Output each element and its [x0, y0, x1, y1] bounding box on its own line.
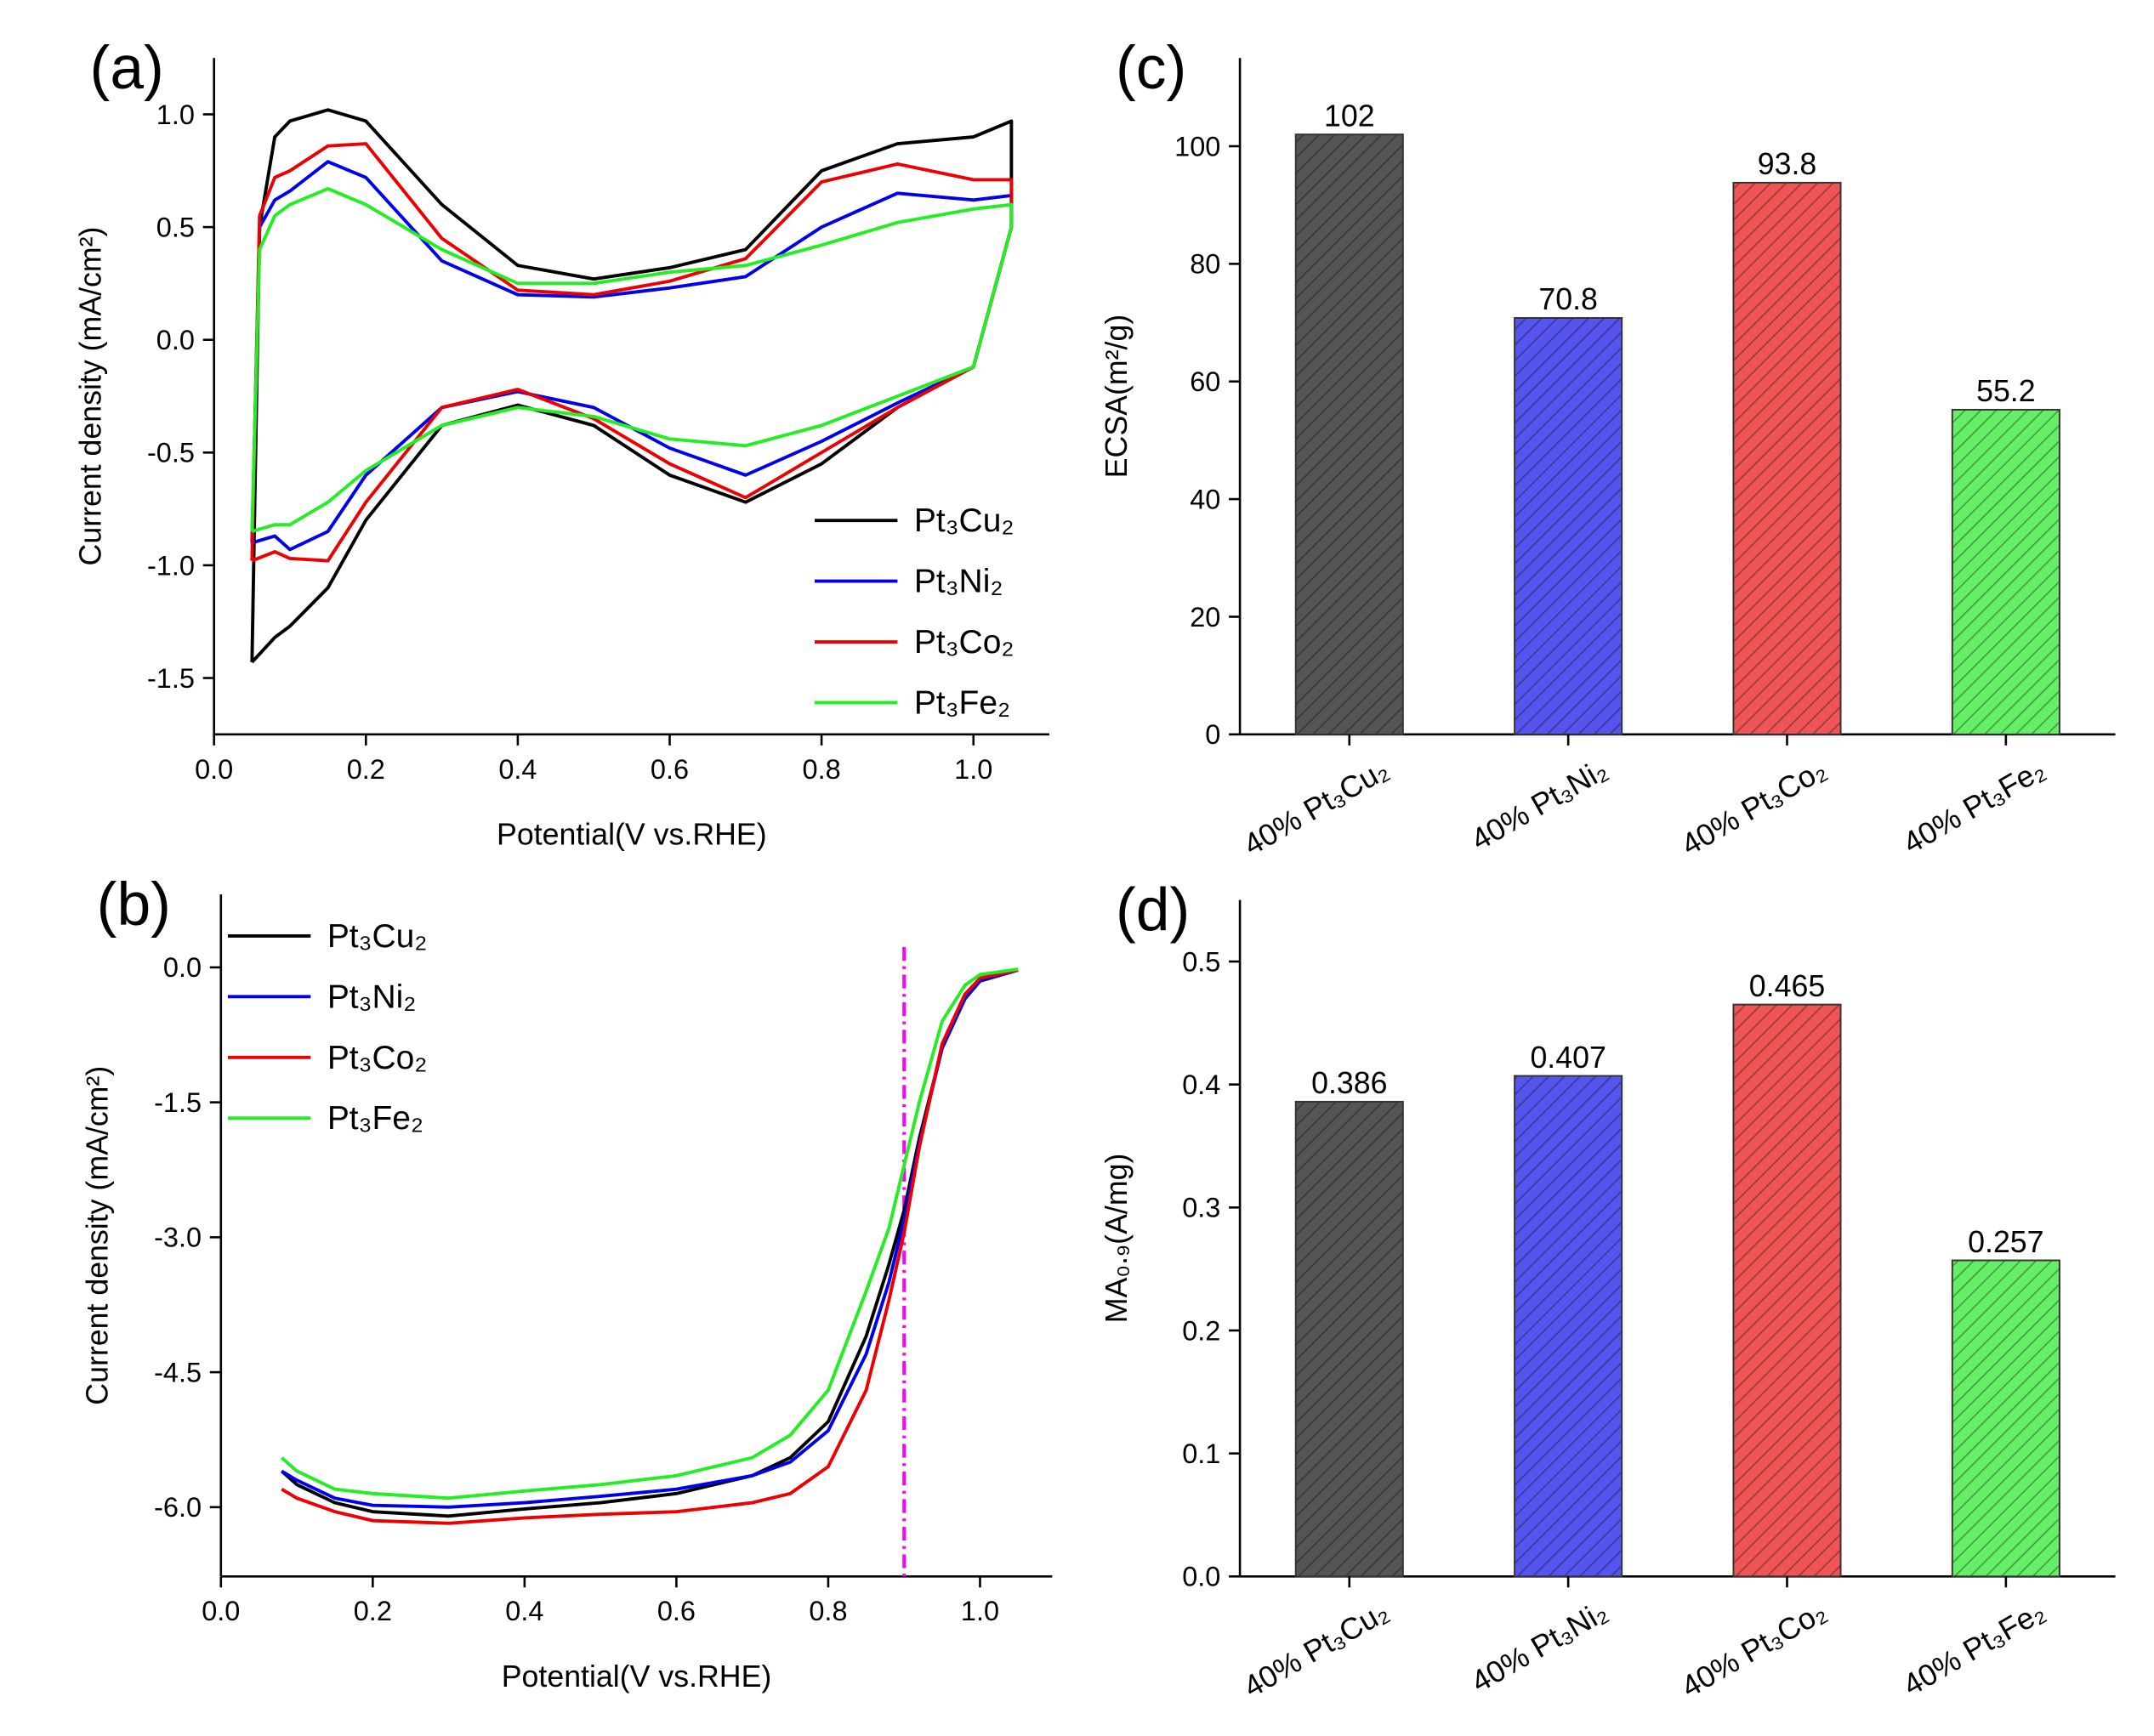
y-tick-label: -1.5	[147, 663, 195, 694]
value-label: 0.465	[1749, 969, 1825, 1003]
panel-label: (b)	[97, 871, 171, 939]
legend-label: Pt₃Ni₂	[914, 564, 1003, 600]
y-tick-label: -3.0	[154, 1223, 202, 1253]
legend-label: Pt₃Cu₂	[327, 918, 428, 955]
x-tick-label: 0.6	[657, 1596, 696, 1626]
x-tick-label: 40% Pt₃Ni₂	[1465, 752, 1613, 857]
x-axis-label: Potential(V vs.RHE)	[502, 1659, 772, 1693]
x-tick-label: 40% Pt₃Co₂	[1675, 1594, 1832, 1704]
y-tick-label: 0.0	[156, 325, 195, 355]
legend-label: Pt₃Co₂	[327, 1040, 428, 1076]
y-tick-label: 0.5	[1182, 946, 1220, 977]
bar	[1951, 408, 2060, 735]
y-axis-label: MA₀.₉(A/mg)	[1100, 1154, 1134, 1324]
x-tick-label: 0.8	[803, 754, 841, 785]
value-label: 93.8	[1758, 147, 1817, 181]
x-tick-label: 0.6	[651, 754, 689, 785]
bar	[1732, 181, 1842, 735]
y-tick-label: -6.0	[154, 1492, 202, 1523]
x-tick-label: 40% Pt₃Ni₂	[1465, 1594, 1613, 1699]
x-tick-label: 0.4	[505, 1596, 543, 1626]
y-tick-label: 0.0	[1182, 1562, 1220, 1592]
data-line	[250, 160, 1014, 552]
x-tick-label: 40% Pt₃Co₂	[1675, 752, 1832, 862]
x-tick-label: 0.2	[347, 754, 385, 785]
legend-label: Pt₃Fe₂	[327, 1100, 423, 1137]
legend-label: Pt₃Cu₂	[914, 502, 1014, 539]
y-tick-label: -1.5	[154, 1087, 202, 1118]
value-label: 70.8	[1538, 282, 1598, 316]
x-tick-label: 40% Pt₃Cu₂	[1238, 1594, 1395, 1704]
y-tick-label: -4.5	[154, 1357, 202, 1387]
x-tick-label: 0.0	[202, 1596, 240, 1626]
y-tick-label: 0.5	[156, 212, 195, 242]
y-tick-label: -1.0	[147, 550, 195, 581]
y-tick-label: 0.0	[163, 952, 202, 983]
value-label: 0.386	[1311, 1066, 1387, 1100]
panel-label: (a)	[90, 34, 164, 102]
data-line	[250, 108, 1014, 664]
x-tick-label: 1.0	[961, 1596, 999, 1626]
y-tick-label: 60	[1190, 366, 1220, 397]
panel-label: (c)	[1116, 34, 1186, 102]
y-tick-label: 0.3	[1182, 1193, 1220, 1223]
value-label: 0.407	[1530, 1041, 1606, 1075]
x-tick-label: 0.4	[498, 754, 537, 785]
x-tick-label: 40% Pt₃Fe₂	[1897, 752, 2050, 860]
x-tick-label: 40% Pt₃Fe₂	[1897, 1594, 2050, 1702]
y-tick-label: 0.1	[1182, 1438, 1220, 1469]
bar	[1294, 1100, 1404, 1578]
x-tick-label: 40% Pt₃Cu₂	[1238, 752, 1395, 862]
bar	[1951, 1259, 2060, 1578]
bar	[1514, 1075, 1623, 1578]
panel-label: (d)	[1116, 876, 1190, 944]
value-label: 0.257	[1968, 1225, 2043, 1259]
legend-label: Pt₃Ni₂	[327, 979, 417, 1015]
y-tick-label: 0.2	[1182, 1315, 1220, 1346]
bar	[1514, 317, 1623, 735]
data-line	[281, 968, 1019, 1525]
x-tick-label: 0.8	[809, 1596, 847, 1626]
y-axis-label: Current density (mA/cm²)	[74, 227, 108, 566]
bar	[1732, 1003, 1842, 1578]
y-axis-label: Current density (mA/cm²)	[81, 1066, 115, 1405]
value-label: 102	[1324, 99, 1375, 133]
data-line	[280, 967, 1019, 1501]
y-tick-label: 0.4	[1182, 1069, 1220, 1100]
x-axis-label: Potential(V vs.RHE)	[497, 818, 767, 852]
data-line	[250, 187, 1014, 534]
y-tick-label: 40	[1190, 484, 1220, 514]
y-tick-label: 100	[1174, 131, 1220, 162]
x-tick-label: 0.0	[195, 754, 233, 785]
y-tick-label: 20	[1190, 602, 1220, 633]
y-tick-label: 0	[1205, 719, 1220, 750]
y-tick-label: 1.0	[156, 99, 195, 130]
y-tick-label: 80	[1190, 249, 1220, 280]
x-tick-label: 1.0	[954, 754, 992, 785]
y-tick-label: -0.5	[147, 438, 195, 468]
x-tick-label: 0.2	[354, 1596, 392, 1626]
legend-label: Pt₃Fe₂	[914, 684, 1010, 721]
bar	[1294, 133, 1404, 735]
legend-label: Pt₃Co₂	[914, 624, 1014, 661]
y-axis-label: ECSA(m²/g)	[1100, 315, 1134, 478]
value-label: 55.2	[1976, 374, 2036, 408]
